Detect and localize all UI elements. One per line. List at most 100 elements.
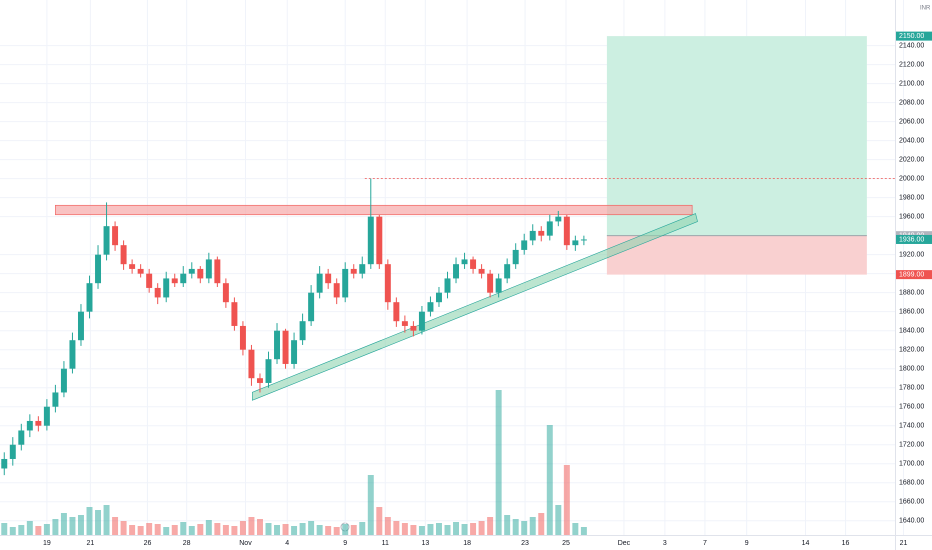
candle-body bbox=[188, 268, 195, 274]
y-tick-label: 1840.00 bbox=[899, 328, 924, 335]
candle-body bbox=[43, 406, 50, 426]
volume-bar bbox=[384, 517, 391, 535]
y-tick-label: 1740.00 bbox=[899, 423, 924, 430]
candle-body bbox=[120, 245, 127, 265]
x-tick-label: 16 bbox=[842, 540, 850, 547]
volume-bar bbox=[188, 526, 195, 535]
volume-bar bbox=[205, 520, 212, 535]
candle-body bbox=[342, 268, 349, 298]
volume-bar bbox=[580, 527, 587, 535]
volume-bar bbox=[478, 521, 485, 535]
x-tick-label: 4 bbox=[285, 540, 289, 547]
y-tick-label: 1800.00 bbox=[899, 366, 924, 373]
candle-body bbox=[171, 278, 178, 284]
candle-body bbox=[384, 264, 391, 303]
y-tick-label: 1720.00 bbox=[899, 442, 924, 449]
volume-bar bbox=[60, 513, 67, 535]
volume-bar bbox=[444, 525, 451, 535]
volume-bar bbox=[265, 523, 272, 535]
candle-body bbox=[291, 340, 298, 364]
x-tick-label: 13 bbox=[421, 540, 429, 547]
volume-bar bbox=[427, 524, 434, 535]
x-tick-label: 14 bbox=[802, 540, 810, 547]
candle-body bbox=[137, 268, 144, 274]
volume-bar bbox=[43, 524, 50, 535]
x-tick-label: Nov bbox=[239, 540, 252, 547]
candle-body bbox=[401, 321, 408, 326]
candle-body bbox=[248, 349, 255, 379]
candle-body bbox=[299, 321, 306, 341]
volume-bar bbox=[231, 526, 238, 535]
candle-body bbox=[435, 292, 442, 303]
x-tick-label: 9 bbox=[343, 540, 347, 547]
trendline-channel bbox=[252, 213, 698, 401]
candle-body bbox=[555, 216, 562, 222]
volume-bar bbox=[401, 523, 408, 535]
y-tick-label: 1960.00 bbox=[899, 214, 924, 221]
y-tick-label: 1700.00 bbox=[899, 461, 924, 468]
candle-body bbox=[95, 254, 102, 284]
candle-body bbox=[52, 392, 59, 407]
volume-bar bbox=[163, 527, 170, 535]
volume-bar bbox=[418, 526, 425, 535]
candle-body bbox=[316, 273, 323, 293]
y-tick-label: 1880.00 bbox=[899, 290, 924, 297]
candle-body bbox=[256, 378, 263, 383]
y-tick-label: 2060.00 bbox=[899, 118, 924, 125]
volume-bar bbox=[350, 525, 357, 535]
candle-body bbox=[112, 226, 119, 246]
x-tick-label: 23 bbox=[521, 540, 529, 547]
candle-body bbox=[461, 259, 468, 265]
volume-bar bbox=[495, 390, 502, 535]
candle-body bbox=[77, 311, 84, 341]
candle-body bbox=[367, 216, 374, 265]
volume-bar bbox=[1, 523, 8, 535]
volume-bar bbox=[180, 522, 187, 535]
candle-body bbox=[333, 283, 340, 298]
volume-bar bbox=[367, 475, 374, 535]
candle-body bbox=[1, 458, 8, 469]
candle-body bbox=[529, 230, 536, 241]
volume-bar bbox=[291, 526, 298, 535]
x-tick-label: 3 bbox=[663, 540, 667, 547]
candle-body bbox=[9, 444, 16, 459]
volume-bar bbox=[393, 521, 400, 535]
candle-body bbox=[521, 240, 528, 250]
candle-body bbox=[35, 420, 42, 426]
candle-body bbox=[376, 216, 383, 265]
candle-body bbox=[453, 264, 460, 279]
candle-body bbox=[487, 273, 494, 293]
volume-bar bbox=[95, 510, 102, 535]
candle-body bbox=[180, 273, 187, 284]
candle-body bbox=[478, 268, 485, 274]
price-label-bg bbox=[896, 270, 932, 280]
volume-bar bbox=[214, 523, 221, 535]
volume-bar bbox=[470, 523, 477, 535]
candle-body bbox=[563, 216, 570, 246]
volume-bar bbox=[197, 524, 204, 535]
volume-bar bbox=[26, 521, 33, 535]
volume-bar bbox=[342, 524, 349, 535]
volume-bar bbox=[146, 523, 153, 535]
volume-bar bbox=[274, 525, 281, 535]
y-tick-label: 1860.00 bbox=[899, 309, 924, 316]
candle-body bbox=[427, 302, 434, 312]
volume-bar bbox=[555, 505, 562, 535]
volume-bar bbox=[563, 465, 570, 535]
y-tick-label: 2080.00 bbox=[899, 99, 924, 106]
resistance-zone bbox=[55, 204, 693, 216]
volume-bar bbox=[453, 522, 460, 535]
volume-bar bbox=[154, 524, 161, 535]
candle-body bbox=[86, 283, 93, 312]
candle-body bbox=[146, 273, 153, 288]
volume-bar bbox=[435, 523, 442, 535]
volume-bar bbox=[308, 521, 315, 535]
profit-zone bbox=[606, 36, 867, 236]
volume-bar bbox=[282, 524, 289, 535]
y-tick-label: 1820.00 bbox=[899, 347, 924, 354]
price-label-bg bbox=[896, 234, 932, 244]
y-tick-label: 2100.00 bbox=[899, 80, 924, 87]
candle-body bbox=[308, 292, 315, 322]
currency: INR bbox=[920, 6, 931, 12]
